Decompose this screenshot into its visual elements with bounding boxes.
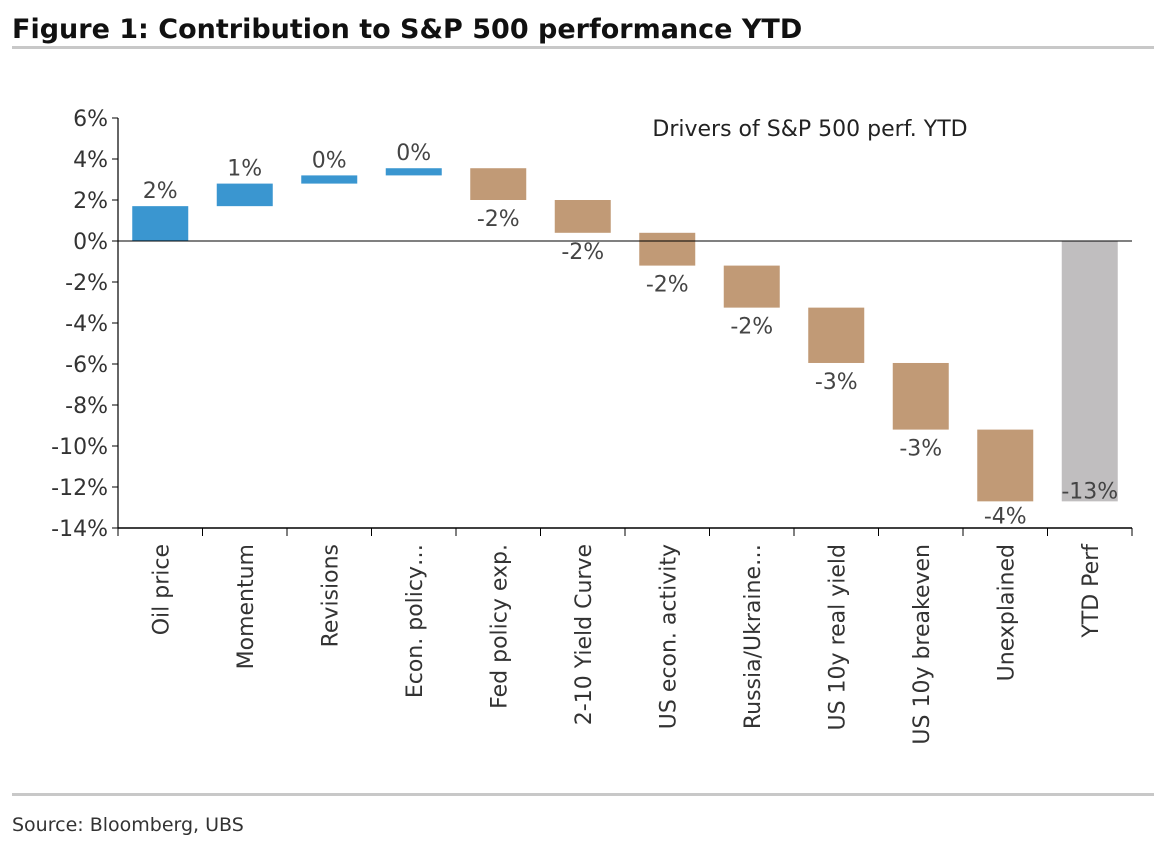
- category-label-5: Fed policy exp.: [487, 544, 512, 709]
- data-label-1: 2%: [143, 179, 178, 204]
- x-axis-category-labels: Oil price Momentum Revisions Econ. policy… F…: [149, 543, 1104, 745]
- bar-9: [808, 307, 865, 363]
- category-label-11: Unexplained: [994, 544, 1019, 681]
- bar-8: [723, 265, 780, 308]
- data-label-2: 1%: [227, 157, 262, 182]
- y-tick-label: -6%: [65, 353, 108, 378]
- category-label-12: YTD Perf: [1079, 543, 1104, 639]
- y-tick-label: -10%: [51, 435, 108, 460]
- data-label-5: -2%: [477, 207, 520, 232]
- bar-6: [554, 200, 611, 233]
- y-tick-label: 2%: [73, 189, 108, 214]
- category-label-6: 2-10 Yield Curve: [572, 544, 597, 725]
- y-axis-tick-labels: 6% 4% 2% 0% -2% -4% -6% -8% -10% -12% -14%: [51, 107, 118, 542]
- bar-10: [892, 362, 949, 430]
- source-note: Source: Bloomberg, UBS: [12, 814, 244, 836]
- data-label-8: -2%: [730, 315, 773, 340]
- data-label-11: -4%: [984, 504, 1027, 529]
- bar-12: [1061, 241, 1118, 502]
- y-tick-label: -12%: [51, 476, 108, 501]
- bar-5: [470, 168, 527, 200]
- data-label-12: -13%: [1061, 479, 1118, 504]
- category-label-2: Momentum: [234, 544, 259, 669]
- y-tick-label: -2%: [65, 271, 108, 296]
- data-label-10: -3%: [899, 437, 942, 462]
- bar-11: [977, 429, 1034, 502]
- category-label-4: Econ. policy…: [403, 544, 428, 698]
- category-label-9: US 10y real yield: [825, 544, 850, 731]
- data-label-9: -3%: [815, 370, 858, 395]
- bar-3: [301, 175, 358, 184]
- category-label-8: Russia/Ukraine…: [741, 544, 766, 729]
- y-tick-label: 6%: [73, 107, 108, 132]
- data-label-7: -2%: [646, 273, 689, 298]
- data-labels: 2% 1% 0% 0% -2% -2% -2% -2% -3% -3% -4% -13%: [143, 141, 1118, 529]
- y-tick-label: 0%: [73, 230, 108, 255]
- category-label-1: Oil price: [149, 544, 174, 635]
- title-divider: [12, 46, 1154, 49]
- axes: [117, 118, 1133, 536]
- category-label-7: US econ. activity: [656, 544, 681, 729]
- category-label-3: Revisions: [318, 544, 343, 647]
- data-label-6: -2%: [561, 240, 604, 265]
- figure-title: Figure 1: Contribution to S&P 500 perfor…: [12, 14, 803, 45]
- y-tick-label: 4%: [73, 148, 108, 173]
- y-tick-label: -8%: [65, 394, 108, 419]
- y-tick-label: -4%: [65, 312, 108, 337]
- bar-2: [216, 183, 273, 207]
- chart-title: Drivers of S&P 500 perf. YTD: [652, 117, 967, 142]
- bar-4: [385, 168, 442, 176]
- bar-7: [639, 232, 696, 266]
- bar-1: [132, 206, 189, 241]
- y-tick-label: -14%: [51, 517, 108, 542]
- data-label-4: 0%: [396, 141, 431, 166]
- category-label-10: US 10y breakeven: [910, 544, 935, 745]
- source-divider: [12, 793, 1154, 796]
- data-label-3: 0%: [312, 148, 347, 173]
- bars: [132, 168, 1118, 502]
